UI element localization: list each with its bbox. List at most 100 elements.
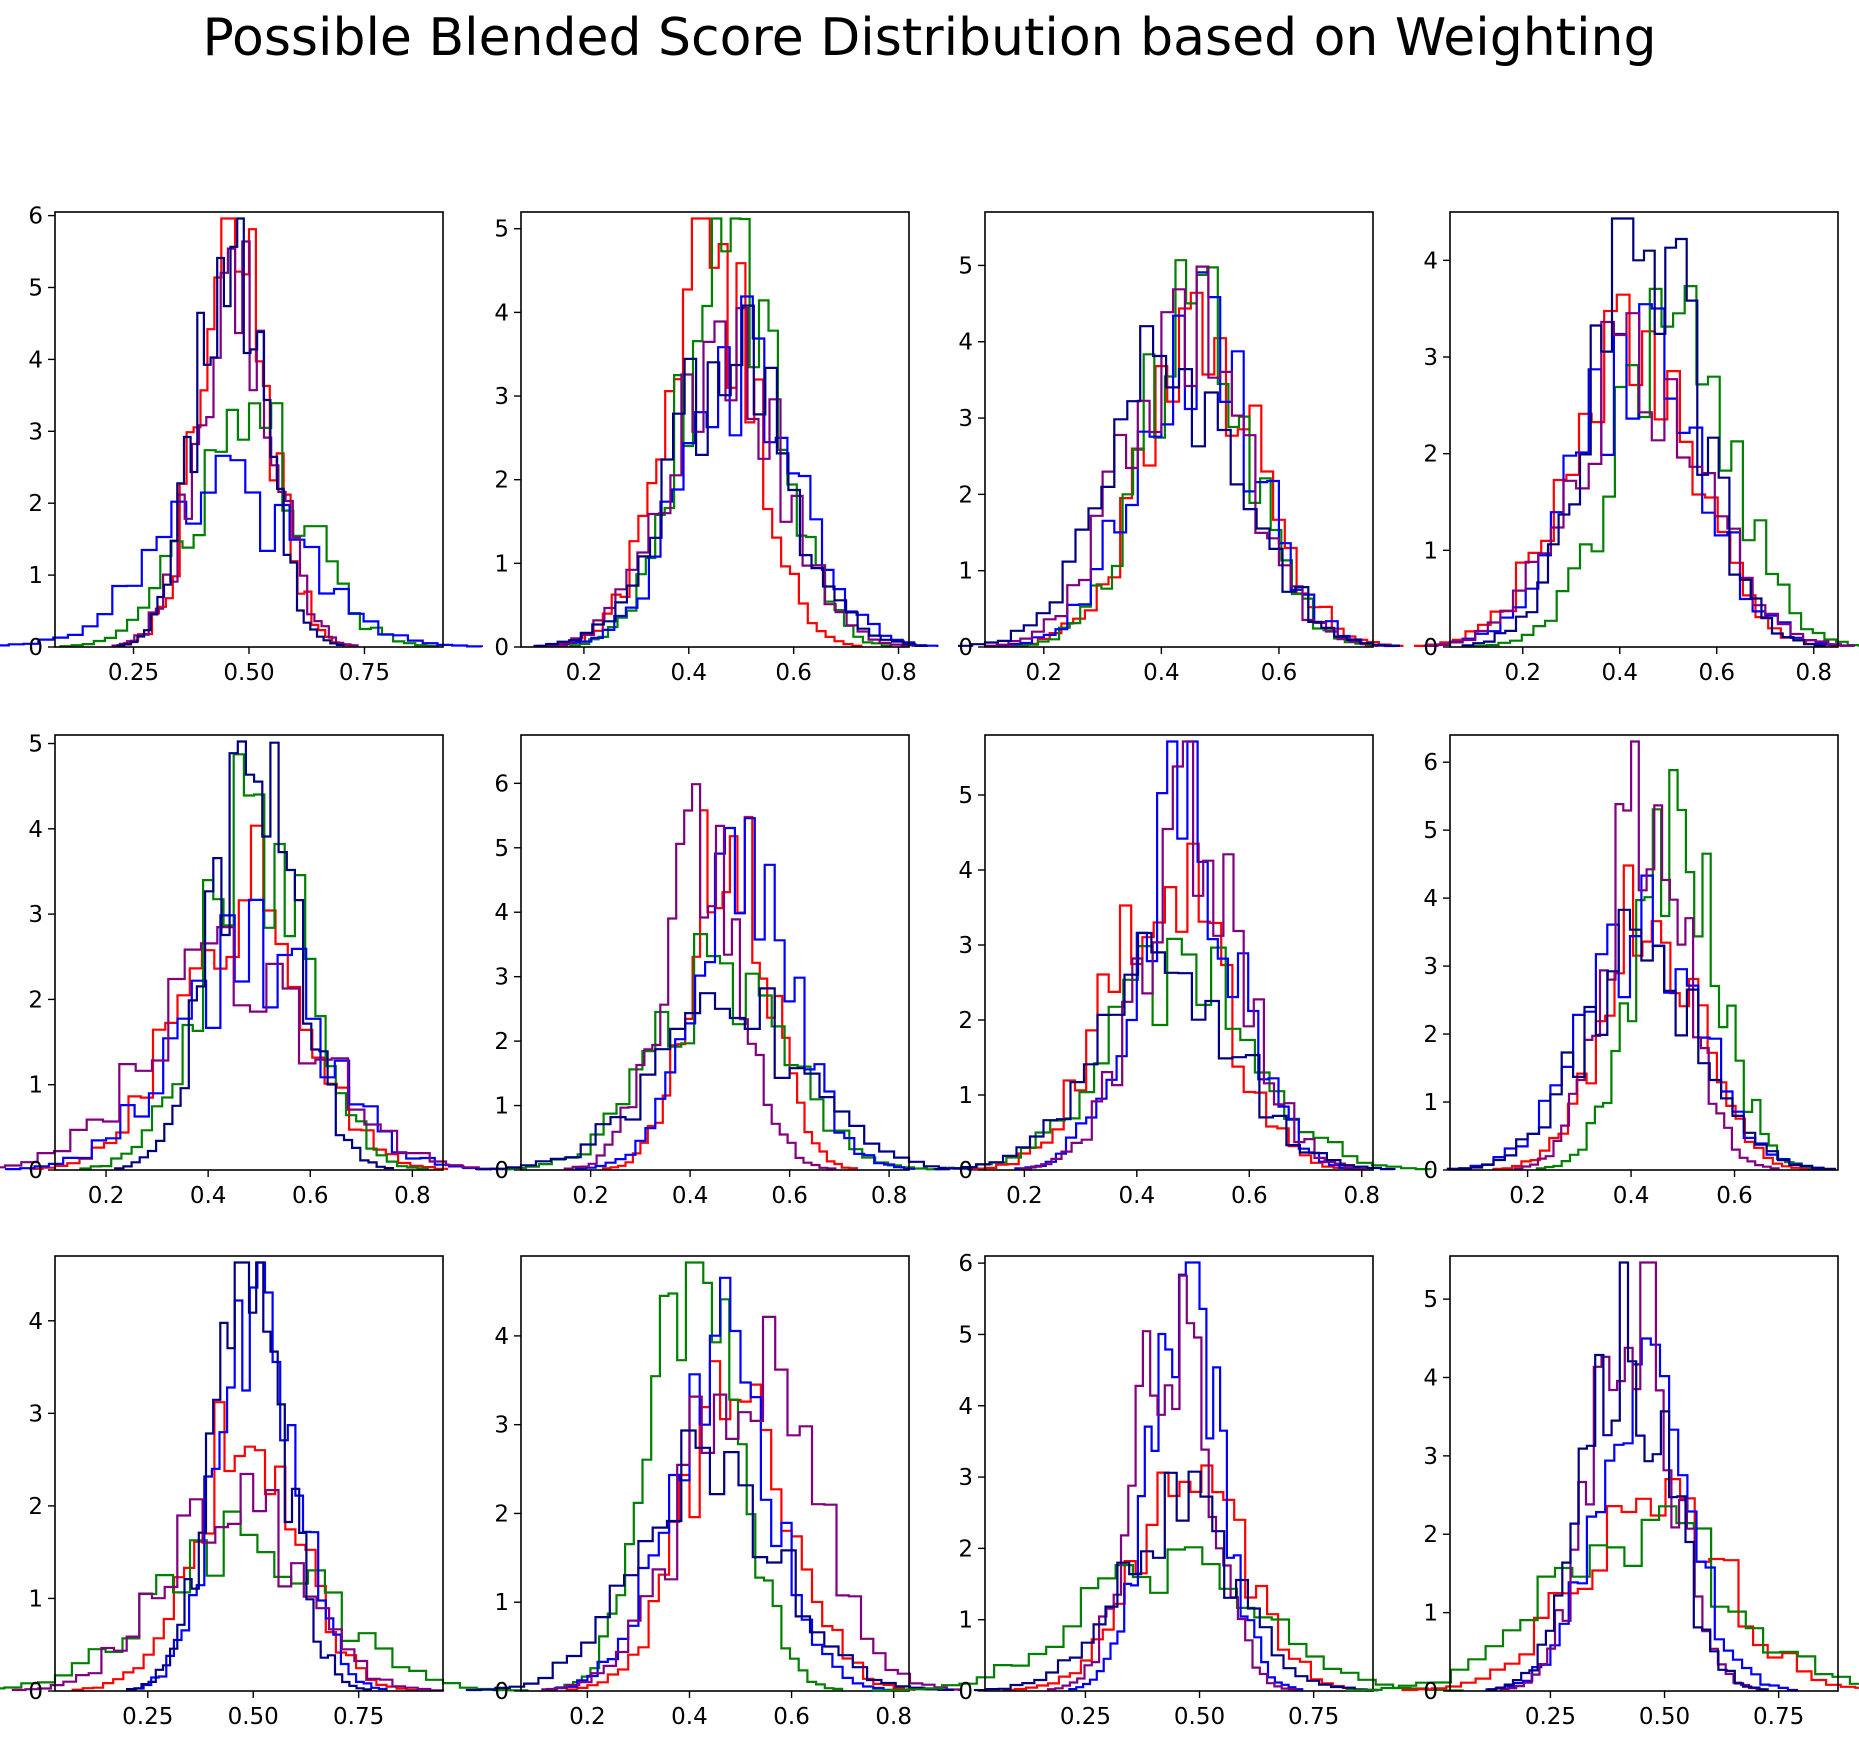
- histogram-series: [544, 295, 939, 647]
- y-tick-label: 2: [28, 491, 43, 517]
- x-tick-label: 0.75: [1288, 1704, 1339, 1730]
- x-tick-label: 0.50: [1174, 1704, 1225, 1730]
- histogram-series: [1499, 1261, 1766, 1691]
- subplot-4: 0.2 0.4 0.6 0.8 0 1 2 3 4: [1414, 211, 1859, 686]
- y-tick-label: 0: [28, 635, 43, 661]
- histogram-series: [499, 933, 941, 1171]
- y-tick-label: 0: [494, 1679, 509, 1705]
- histogram-series: [1446, 908, 1836, 1171]
- y-tick-label: 0: [28, 1158, 43, 1184]
- y-tick-label: 2: [1423, 1022, 1438, 1048]
- histogram-series: [1487, 1261, 1769, 1691]
- histogram-series: [79, 753, 429, 1170]
- subplot-6: 0.2 0.4 0.6 0.8 0 1 2 3 4 5 6: [475, 734, 985, 1209]
- y-tick-label: 2: [28, 987, 43, 1013]
- y-tick-label: 2: [494, 1029, 509, 1055]
- histogram-series: [71, 1401, 418, 1692]
- y-tick-label: 4: [1423, 886, 1438, 912]
- subplot-8: 0.2 0.4 0.6 0 1 2 3 4 5 6: [1423, 734, 1839, 1209]
- y-tick-label: 3: [1423, 954, 1438, 980]
- y-tick-label: 1: [958, 559, 973, 585]
- histogram-series: [126, 1261, 372, 1691]
- y-tick-label: 4: [958, 1394, 973, 1420]
- x-tick-label: 0.50: [223, 660, 274, 686]
- x-tick-label: 0.4: [671, 1704, 708, 1730]
- x-tick-label: 0.4: [670, 660, 707, 686]
- histogram-series: [973, 1470, 1380, 1692]
- y-tick-label: 3: [958, 1465, 973, 1491]
- y-tick-label: 1: [1423, 538, 1438, 564]
- y-tick-label: 1: [28, 1586, 43, 1612]
- y-tick-label: 1: [494, 1590, 509, 1616]
- x-tick-label: 0.4: [672, 1183, 709, 1209]
- x-tick-label: 0.75: [333, 1704, 384, 1730]
- y-tick-label: 4: [28, 347, 43, 373]
- y-tick-label: 5: [494, 836, 509, 862]
- y-tick-label: 5: [28, 732, 43, 758]
- x-tick-label: 0.8: [871, 1183, 908, 1209]
- histogram-series: [1474, 285, 1859, 647]
- y-tick-label: 0: [28, 1679, 43, 1705]
- y-tick-label: 0: [958, 1158, 973, 1184]
- histogram-series: [116, 217, 345, 647]
- y-tick-label: 4: [494, 1324, 509, 1350]
- x-tick-label: 0.4: [190, 1183, 227, 1209]
- x-tick-label: 0.8: [1343, 1183, 1380, 1209]
- y-tick-label: 0: [1423, 1158, 1438, 1184]
- y-tick-label: 5: [958, 783, 973, 809]
- histogram-series: [871, 1546, 1464, 1692]
- axes-frame: [984, 211, 1374, 648]
- subplot-5: 0.2 0.4 0.6 0.8 0 1 2 3 4 5: [0, 732, 513, 1209]
- y-tick-label: 4: [958, 858, 973, 884]
- y-tick-label: 4: [494, 300, 509, 326]
- histogram-series: [1345, 1505, 1859, 1692]
- histogram-series: [533, 304, 928, 647]
- x-tick-label: 0.4: [1119, 1183, 1156, 1209]
- histogram-series: [0, 926, 513, 1171]
- x-tick-label: 0.6: [1698, 660, 1735, 686]
- x-tick-label: 0.8: [394, 1183, 431, 1209]
- axes-frame: [54, 734, 444, 1171]
- y-tick-label: 1: [1423, 1090, 1438, 1116]
- figure-title: Possible Blended Score Distribution base…: [202, 8, 1657, 68]
- x-tick-label: 0.2: [1504, 660, 1541, 686]
- y-tick-label: 2: [1423, 1522, 1438, 1548]
- x-tick-label: 0.50: [1639, 1704, 1690, 1730]
- y-tick-label: 2: [494, 468, 509, 494]
- histogram-series: [545, 1261, 844, 1691]
- histogram-series: [475, 987, 985, 1171]
- x-tick-label: 0.8: [875, 1704, 912, 1730]
- y-tick-label: 6: [958, 1251, 973, 1277]
- histogram-series: [111, 240, 359, 647]
- x-tick-label: 0.6: [292, 1183, 329, 1209]
- y-tick-label: 3: [494, 1413, 509, 1439]
- histogram-series: [1446, 874, 1836, 1171]
- histogram-series: [1414, 293, 1845, 647]
- y-tick-label: 2: [494, 1501, 509, 1527]
- y-tick-label: 4: [958, 330, 973, 356]
- y-tick-label: 3: [1423, 345, 1438, 371]
- y-tick-label: 1: [958, 1083, 973, 1109]
- y-tick-label: 3: [28, 1401, 43, 1427]
- x-tick-label: 0.6: [775, 660, 812, 686]
- subplot-9: 0.25 0.50 0.75 0 1 2 3 4: [0, 1255, 529, 1730]
- y-tick-label: 5: [1423, 1287, 1438, 1313]
- y-tick-label: 5: [1423, 818, 1438, 844]
- histogram-series: [934, 931, 1396, 1171]
- subplot-2: 0.2 0.4 0.6 0.8 0 1 2 3 4 5: [494, 211, 939, 686]
- subplot-7: 0.2 0.4 0.6 0.8 0 1 2 3 4 5: [932, 734, 1432, 1209]
- y-tick-label: 5: [958, 1322, 973, 1348]
- y-tick-label: 1: [494, 1094, 509, 1120]
- x-tick-label: 0.6: [1231, 1183, 1268, 1209]
- y-tick-label: 0: [958, 1679, 973, 1705]
- x-tick-label: 0.2: [1509, 1183, 1546, 1209]
- x-tick-label: 0.6: [771, 1183, 808, 1209]
- histogram-series: [537, 307, 914, 647]
- subplot-1: 0.25 0.50 0.75 0 1 2 3 4 5 6: [0, 204, 483, 686]
- histogram-series: [1019, 740, 1367, 1170]
- y-tick-label: 4: [1423, 1365, 1438, 1391]
- y-tick-label: 6: [494, 771, 509, 797]
- histogram-series: [1401, 1478, 1859, 1692]
- x-tick-label: 0.75: [1753, 1704, 1804, 1730]
